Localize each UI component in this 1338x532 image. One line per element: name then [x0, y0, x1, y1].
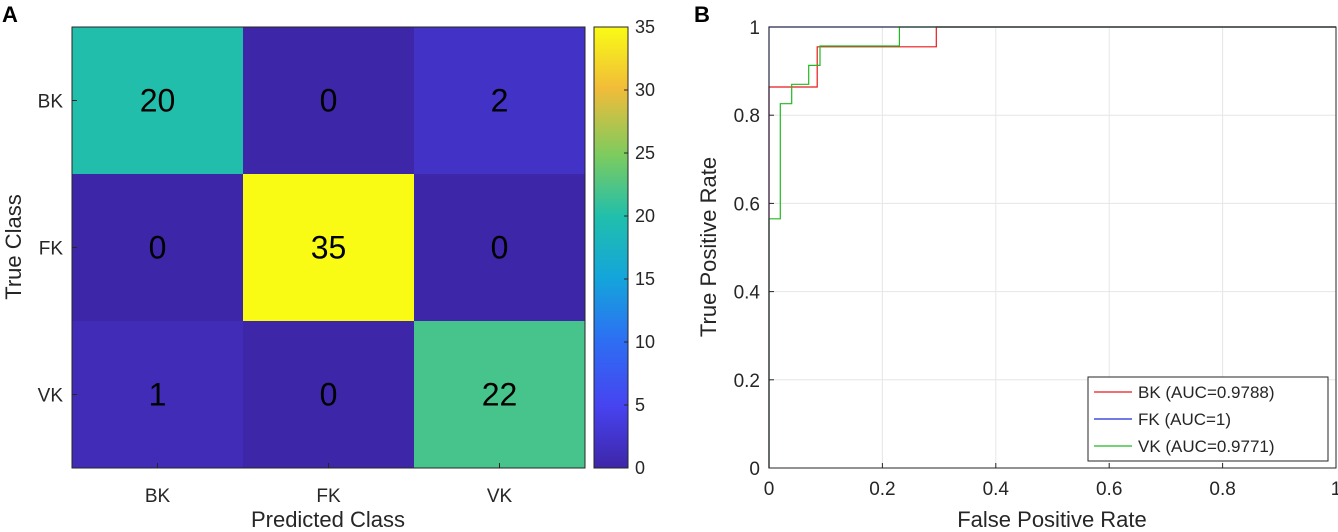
- panel-b-label: B: [694, 2, 710, 27]
- roc-curve-panel: B 0 0.2 0.4 0.6 0.8 1 0 0.2 0.4 0.6 0.8 1 False Pos…: [694, 2, 1338, 532]
- colorbar-tick-label: 5: [635, 395, 645, 415]
- x-tick-label: VK: [487, 486, 513, 507]
- colorbar-tick-label: 10: [635, 332, 655, 352]
- x-tick-label: FK: [316, 486, 341, 507]
- colorbar-tick-label: 25: [635, 143, 655, 163]
- colorbar-tick-label: 0: [635, 458, 645, 478]
- cell-vk-fk: [243, 321, 415, 469]
- x-tick-label: 0.2: [869, 479, 895, 500]
- y-tick-label: 0.6: [734, 194, 760, 215]
- x-tick-label: 0.6: [1096, 479, 1122, 500]
- x-tick-label: 1: [1331, 479, 1338, 500]
- x-axis-label-a: Predicted Class: [251, 507, 405, 532]
- y-tick-label: 0.2: [734, 371, 760, 392]
- colorbar-tick-label: 30: [635, 80, 655, 100]
- y-tick-label: 0: [749, 459, 760, 480]
- cell-value: 1: [149, 377, 167, 413]
- y-tick-label: 0.8: [734, 106, 760, 127]
- cell-value: 22: [482, 377, 518, 413]
- colorbar-tick-label: 35: [635, 17, 655, 37]
- legend-entry: BK (AUC=0.9788): [1138, 383, 1275, 402]
- cell-bk-vk: [414, 27, 586, 175]
- cell-fk-vk: [414, 174, 586, 322]
- legend-entry: VK (AUC=0.9771): [1138, 437, 1275, 456]
- cell-bk-bk: [72, 27, 244, 175]
- cell-value: 35: [311, 230, 347, 266]
- colorbar-tick-label: 15: [635, 269, 655, 289]
- cell-vk-bk: [72, 321, 244, 469]
- x-tick-label: 0: [764, 479, 775, 500]
- x-tick-label: BK: [145, 486, 171, 507]
- colorbar: [593, 26, 629, 469]
- cell-value: 2: [491, 83, 509, 119]
- cell-bk-fk: [243, 27, 415, 175]
- cell-vk-vk: [414, 321, 586, 469]
- roc-plot-frame: [768, 26, 1337, 469]
- confusion-matrix-frame: [71, 26, 586, 469]
- cell-fk-fk: [243, 174, 415, 322]
- x-axis-label-b: False Positive Rate: [957, 507, 1147, 532]
- x-tick-label: 0.8: [1209, 479, 1235, 500]
- y-tick-label: FK: [39, 239, 64, 260]
- legend: BK (AUC=0.9788) FK (AUC=1) VK (AUC=0.9771): [1087, 376, 1329, 462]
- cell-value: 20: [140, 83, 176, 119]
- y-tick-label: VK: [38, 386, 64, 407]
- cell-value: 0: [149, 230, 167, 266]
- legend-entry: FK (AUC=1): [1138, 410, 1231, 429]
- y-tick-label: 1: [749, 18, 760, 39]
- y-tick-label: 0.4: [734, 283, 761, 304]
- x-tick-label: 0.4: [983, 479, 1010, 500]
- y-tick-label: BK: [38, 92, 64, 113]
- panel-a-label: A: [2, 2, 18, 27]
- cell-value: 0: [491, 230, 509, 266]
- cell-value: 0: [320, 83, 338, 119]
- colorbar-tick-label: 20: [635, 206, 655, 226]
- cell-fk-bk: [72, 174, 244, 322]
- y-axis-label-b: True Positive Rate: [696, 157, 721, 337]
- roc-line-vk: [768, 26, 1336, 468]
- y-axis-label-a: True Class: [1, 194, 26, 300]
- cell-value: 0: [320, 377, 338, 413]
